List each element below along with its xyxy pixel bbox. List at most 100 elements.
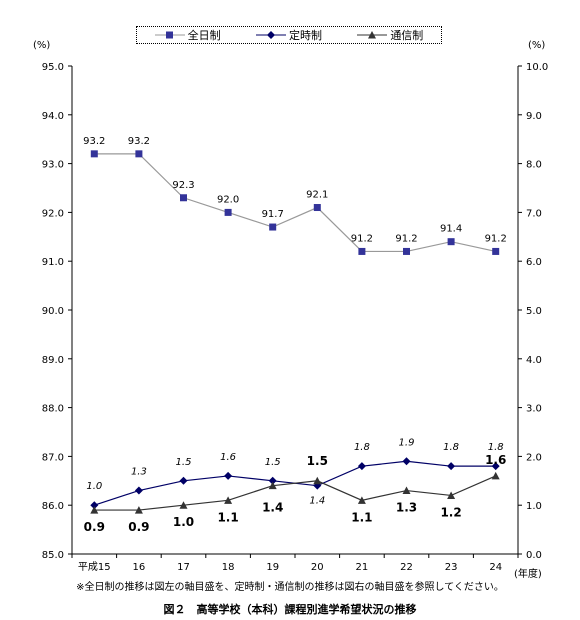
data-label: 1.8 xyxy=(488,442,504,453)
data-point-diamond xyxy=(179,476,188,485)
data-label: 1.4 xyxy=(262,501,283,515)
data-point-triangle xyxy=(402,486,411,495)
data-point-triangle xyxy=(224,496,233,504)
y-right-tick-label: 4.0 xyxy=(526,355,542,366)
x-tick-label: 21 xyxy=(356,562,369,573)
data-point-diamond xyxy=(357,462,366,471)
y-right-tick-label: 7.0 xyxy=(526,208,542,219)
diamond-marker-icon xyxy=(255,31,286,39)
legend-item-zennichisei: 全日制 xyxy=(154,27,221,43)
data-point-square xyxy=(358,247,366,255)
data-point-triangle xyxy=(447,491,456,499)
data-label: 0.9 xyxy=(128,520,149,534)
data-point-triangle xyxy=(134,506,143,514)
data-label: 1.1 xyxy=(351,510,372,524)
right-axis-unit: (%) xyxy=(528,40,546,51)
x-tick-label: 23 xyxy=(445,562,458,573)
data-point-square xyxy=(269,223,277,231)
legend-label: 通信制 xyxy=(390,29,424,42)
data-label: 1.2 xyxy=(440,505,461,519)
data-point-diamond xyxy=(402,457,411,466)
data-label: 92.3 xyxy=(172,180,194,191)
data-point-square xyxy=(403,247,410,255)
data-point-square xyxy=(447,238,455,246)
data-point-triangle xyxy=(491,471,500,480)
data-label: 1.0 xyxy=(173,515,194,529)
data-label: 91.2 xyxy=(351,233,373,244)
figure-caption: 図２ 高等学校（本科）課程別進学希望状況の推移 xyxy=(163,603,417,616)
data-label: 1.6 xyxy=(485,453,506,467)
data-label: 1.9 xyxy=(399,437,415,448)
y-left-tick-label: 87.0 xyxy=(42,452,64,463)
legend-label: 定時制 xyxy=(288,29,322,42)
y-left-tick-label: 89.0 xyxy=(42,355,64,366)
data-label: 91.2 xyxy=(395,233,417,244)
data-point-square xyxy=(90,150,98,158)
data-label: 1.6 xyxy=(220,452,236,463)
y-right-tick-label: 1.0 xyxy=(526,501,542,512)
x-tick-label: 18 xyxy=(222,562,235,573)
x-tick-label: 24 xyxy=(489,562,502,573)
x-tick-label: 22 xyxy=(400,562,413,573)
legend-label: 全日制 xyxy=(187,29,221,42)
data-label: 1.1 xyxy=(217,510,238,524)
data-point-square xyxy=(224,208,232,216)
data-label: 91.2 xyxy=(485,233,507,244)
data-label: 1.5 xyxy=(265,457,281,468)
data-point-diamond xyxy=(268,476,277,485)
data-label: 93.2 xyxy=(128,136,150,147)
square-marker-icon xyxy=(154,31,185,39)
legend-item-teijisei: 定時制 xyxy=(255,27,322,43)
x-axis-unit: (年度) xyxy=(514,569,542,580)
data-point-diamond xyxy=(224,471,233,480)
x-tick-label: 16 xyxy=(133,562,146,573)
y-left-tick-label: 94.0 xyxy=(42,111,64,122)
data-point-square xyxy=(313,204,321,212)
data-point-triangle xyxy=(313,476,322,485)
data-label: 1.4 xyxy=(309,496,325,507)
legend-item-tsushinsei: 通信制 xyxy=(357,27,423,43)
data-label: 92.1 xyxy=(306,190,328,201)
x-tick-label: 19 xyxy=(266,562,279,573)
data-label: 1.5 xyxy=(307,454,328,468)
x-tick-label: 17 xyxy=(177,562,190,573)
data-label: 1.3 xyxy=(131,467,147,478)
data-label: 1.5 xyxy=(176,457,192,468)
x-tick-label: 20 xyxy=(311,562,324,573)
y-right-tick-label: 3.0 xyxy=(526,404,542,415)
y-left-tick-label: 90.0 xyxy=(42,306,64,317)
chart-legend: 全日制 定時制 通信制 xyxy=(136,26,442,44)
y-right-tick-label: 9.0 xyxy=(526,111,542,122)
y-left-tick-label: 93.0 xyxy=(42,160,64,171)
x-tick-label: 平成15 xyxy=(78,561,111,573)
y-left-tick-label: 85.0 xyxy=(42,550,64,561)
data-label: 0.9 xyxy=(84,520,105,534)
data-point-square xyxy=(492,247,500,255)
triangle-marker-icon xyxy=(357,31,388,39)
y-left-tick-label: 86.0 xyxy=(42,501,64,512)
data-label: 1.8 xyxy=(443,442,459,453)
y-right-tick-label: 8.0 xyxy=(526,160,542,171)
data-point-diamond xyxy=(90,501,99,510)
data-label: 1.3 xyxy=(396,501,417,515)
data-point-triangle xyxy=(268,481,277,490)
data-label: 91.4 xyxy=(440,224,462,235)
data-point-diamond xyxy=(447,462,456,471)
data-label: 91.7 xyxy=(262,209,284,220)
y-right-tick-label: 0.0 xyxy=(526,550,542,561)
data-point-square xyxy=(180,194,187,202)
series-line xyxy=(94,475,496,511)
y-left-tick-label: 92.0 xyxy=(42,208,64,219)
data-label: 1.0 xyxy=(86,481,102,492)
data-label: 92.0 xyxy=(217,194,239,205)
data-point-square xyxy=(135,150,143,158)
data-label: 93.2 xyxy=(83,136,105,147)
y-right-tick-label: 10.0 xyxy=(526,62,548,73)
data-point-diamond xyxy=(491,462,500,471)
y-right-tick-label: 6.0 xyxy=(526,257,542,268)
y-left-tick-label: 91.0 xyxy=(42,257,64,268)
data-point-triangle xyxy=(179,501,188,509)
data-label: 1.8 xyxy=(354,442,370,453)
data-point-triangle xyxy=(357,496,366,504)
